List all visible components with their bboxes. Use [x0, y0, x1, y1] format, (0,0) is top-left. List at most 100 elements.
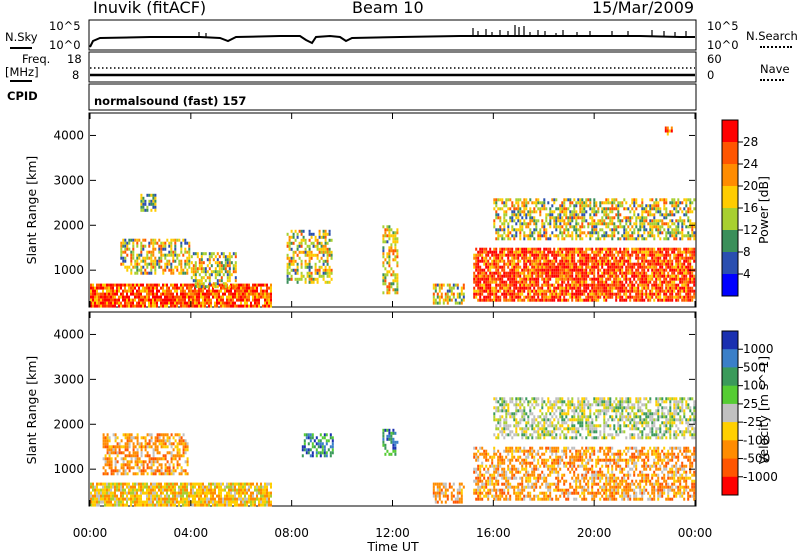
y-tick-label: 1000: [53, 263, 84, 277]
nsky-trace: [89, 34, 695, 48]
colorbar-swatch: [722, 208, 738, 231]
colorbar-swatch: [722, 458, 738, 478]
power-colorbar-label: Power [dB]: [756, 176, 771, 244]
colorbar-swatch: [722, 274, 738, 297]
colorbar-swatch: [722, 230, 738, 253]
echo-region: [473, 446, 696, 501]
freq-panel-frame: [88, 51, 697, 83]
y-tick-label: 3000: [53, 173, 84, 187]
nave-tick-bottom: 0: [707, 68, 715, 82]
colorbar-swatch: [722, 440, 738, 459]
echo-region: [286, 229, 333, 284]
colorbar-swatch: [722, 403, 738, 423]
colorbar-swatch: [722, 142, 738, 165]
velocity-ylabel: Slant Range [km]: [24, 356, 39, 465]
x-tick-label: 12:00: [375, 526, 410, 540]
nsky-tick-bottom: 10^0: [49, 38, 81, 52]
colorbar-frame: [721, 330, 739, 496]
x-tick-label: 04:00: [174, 526, 209, 540]
echo-region: [102, 433, 189, 476]
power-colorbar: 28 24 20 16 12 8 4: [721, 119, 758, 297]
x-tick-label: 08:00: [274, 526, 309, 540]
site-title: Inuvik (fitACF): [93, 0, 207, 17]
nsearch-label: N.Search: [746, 29, 798, 43]
echo-region: [473, 247, 696, 302]
colorbar-tick-label: 4: [743, 267, 751, 281]
nsky-line-key: [10, 47, 32, 49]
nsky-label: N.Sky: [5, 30, 38, 44]
y-tick-label: 4000: [53, 327, 84, 341]
echo-region: [493, 198, 696, 241]
colorbar-tick-label: -100: [743, 433, 770, 447]
x-tick-label: 16:00: [476, 526, 511, 540]
echo-region: [90, 283, 272, 308]
colorbar-tick-label: 20: [743, 179, 758, 193]
nsearch-line-key: [760, 46, 792, 48]
colorbar-swatch: [722, 476, 738, 496]
x-tick-label: 00:00: [73, 526, 108, 540]
colorbar-tick-label: 25: [743, 397, 758, 411]
xlabel-time: Time UT: [366, 539, 419, 554]
nave-tick-top: 60: [707, 52, 722, 66]
colorbar-swatch: [722, 186, 738, 209]
colorbar-swatch: [722, 349, 738, 368]
colorbar-tick-label: 8: [743, 245, 751, 259]
freq-unit: [MHz]: [5, 65, 39, 79]
cpid-label: CPID: [7, 89, 38, 103]
beam-title: Beam 10: [352, 0, 424, 17]
freq-label: Freq.: [22, 52, 51, 66]
colorbar-swatch: [722, 422, 738, 441]
colorbar-tick-label: -500: [743, 452, 770, 466]
echo-region: [382, 428, 399, 456]
x-tick-label: 00:00: [678, 526, 713, 540]
y-tick-label: 4000: [53, 128, 84, 142]
colorbar-tick-label: 500: [743, 360, 766, 374]
echo-region: [382, 225, 399, 295]
nsky-panel-frame: [88, 19, 697, 51]
echo-region: [664, 126, 673, 136]
echo-region: [432, 283, 465, 305]
colorbar-tick-label: 24: [743, 157, 758, 171]
colorbar-tick-label: 16: [743, 201, 758, 215]
colorbar-swatch: [722, 252, 738, 275]
freq-line-key: [10, 80, 32, 82]
colorbar-tick-label: 12: [743, 223, 758, 237]
colorbar-tick-label: -25: [743, 415, 763, 429]
nave-label: Nave: [760, 62, 790, 76]
colorbar-swatch: [722, 367, 738, 387]
freq-tick-top: 18: [67, 52, 82, 66]
colorbar-tick-label: 1000: [743, 342, 774, 356]
velocity-y-axis: 1000 2000 3000 4000: [53, 327, 695, 476]
colorbar-swatch: [722, 331, 738, 350]
echo-region: [190, 252, 237, 289]
colorbar-tick-label: -1000: [743, 470, 778, 484]
freq-tick-bottom: 8: [72, 68, 80, 82]
power-ylabel: Slant Range [km]: [24, 156, 39, 265]
y-tick-label: 2000: [53, 218, 84, 232]
echo-region: [140, 193, 157, 212]
y-tick-label: 2000: [53, 417, 84, 431]
velocity-colorbar-label: Velocity [m s^-1]: [756, 356, 771, 464]
power-y-axis: 1000 2000 3000 4000: [53, 128, 695, 277]
colorbar-swatch: [722, 120, 738, 143]
colorbar-swatch: [722, 164, 738, 187]
y-tick-label: 1000: [53, 462, 84, 476]
nsearch-tick-top: 10^5: [707, 19, 739, 33]
power-echoes: [90, 126, 696, 308]
echo-region: [90, 482, 272, 507]
nsearch-spikes: [198, 25, 687, 37]
nave-line-key: [760, 79, 784, 81]
y-tick-label: 3000: [53, 372, 84, 386]
echo-region: [301, 433, 334, 458]
velocity-colorbar: 1000 500 100 25 -25 -100 -500 -1000: [721, 330, 778, 496]
colorbar-tick-label: 28: [743, 135, 758, 149]
cpid-value: normalsound (fast) 157: [94, 94, 247, 108]
nsearch-tick-bottom: 10^0: [707, 38, 739, 52]
x-tick-label: 20:00: [577, 526, 612, 540]
velocity-echoes: [90, 397, 696, 507]
nsky-tick-top: 10^5: [49, 19, 81, 33]
x-axis: 00:00 04:00 08:00 12:00 16:00 20:00 00:00: [73, 113, 713, 540]
echo-region: [432, 482, 465, 504]
date-title: 15/Mar/2009: [592, 0, 695, 17]
